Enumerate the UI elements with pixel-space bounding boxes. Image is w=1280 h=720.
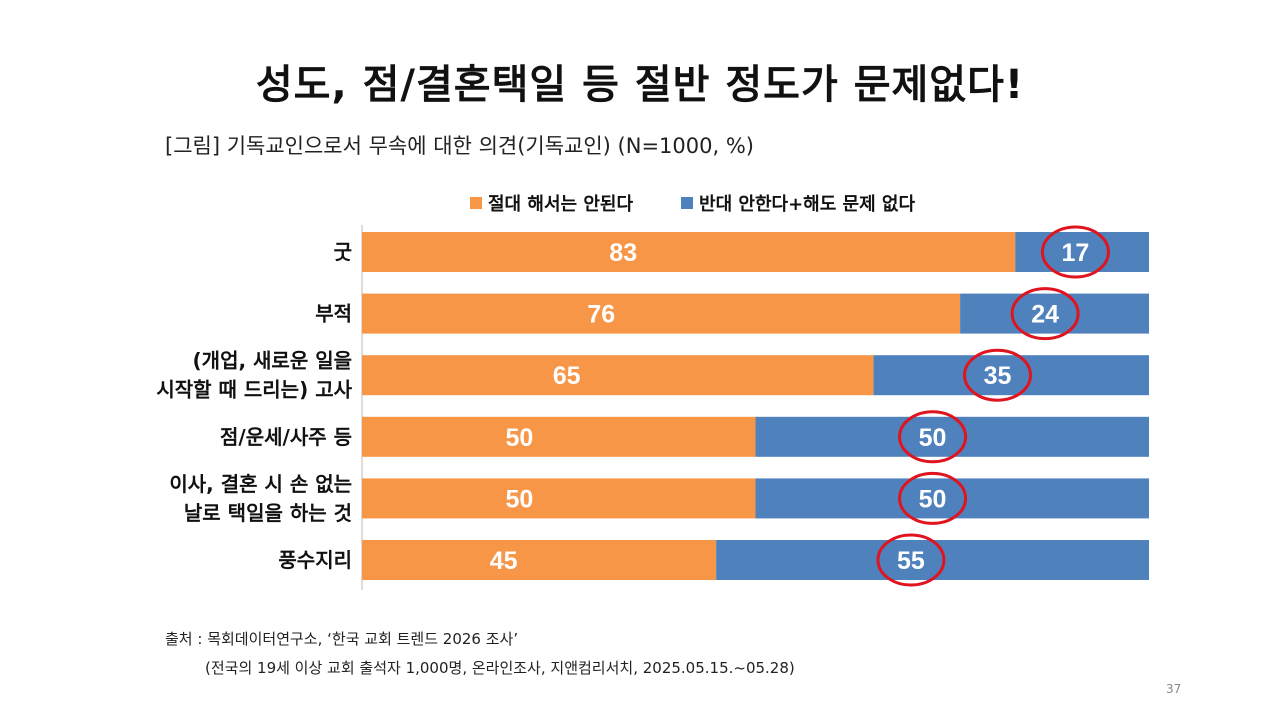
chart-legend: 절대 해서는 안된다 반대 안한다+해도 문제 없다 (470, 190, 915, 216)
category-label: (개업, 새로운 일을 (193, 349, 352, 373)
legend-swatch-blue (681, 197, 694, 209)
page-number: 37 (1166, 682, 1182, 696)
bar-segment (755, 478, 1149, 519)
bar-segment (1015, 232, 1149, 272)
data-label: 17 (1062, 239, 1090, 267)
bar-segment (362, 232, 1016, 272)
highlight-circle (1040, 225, 1110, 279)
category-label: 부적 (315, 302, 352, 326)
data-label: 83 (609, 239, 637, 267)
data-label: 35 (984, 362, 1012, 390)
data-label: 50 (919, 485, 947, 513)
category-label: 풍수지리 (278, 548, 352, 572)
bar-segment (873, 355, 1149, 396)
legend-swatch-orange (470, 197, 482, 209)
legend-item-oppose: 절대 해서는 안된다 (470, 190, 633, 216)
category-label: 이사, 결혼 시 손 없는 (169, 472, 352, 496)
category-label: 시작할 때 드리는) 고사 (156, 378, 352, 402)
highlight-circle (898, 471, 968, 525)
bar-segment (716, 540, 1149, 580)
bar-segment (362, 293, 961, 334)
data-label: 55 (897, 547, 925, 575)
chart-subtitle: [그림] 기독교인으로서 무속에 대한 의견(기독교인) (N=1000, %) (165, 134, 754, 158)
highlight-circle (1010, 287, 1080, 341)
bar-segment (362, 355, 874, 396)
data-label: 50 (919, 424, 947, 452)
bar-segment (362, 416, 756, 457)
legend-label: 반대 안한다+해도 문제 없다 (699, 194, 916, 215)
highlight-circle (898, 410, 968, 464)
bar-segment (362, 478, 756, 519)
highlight-circle (876, 533, 946, 587)
data-label: 76 (587, 301, 615, 329)
bar-segment (960, 293, 1149, 334)
data-label: 50 (505, 485, 533, 513)
legend-label: 절대 해서는 안된다 (488, 194, 634, 215)
data-label: 50 (505, 424, 533, 452)
source-line-2: (전국의 19세 이상 교회 출석자 1,000명, 온라인조사, 지앤컴리서치… (205, 659, 795, 677)
category-label: 굿 (334, 240, 352, 264)
data-label: 24 (1031, 301, 1059, 329)
bar-segment (362, 540, 717, 580)
data-label: 65 (553, 362, 581, 390)
highlight-circle (963, 348, 1033, 402)
slide-title: 성도, 점/결혼택일 등 절반 정도가 문제없다! (255, 62, 1025, 108)
legend-item-no-problem: 반대 안한다+해도 문제 없다 (681, 190, 915, 216)
data-label: 45 (490, 547, 518, 575)
category-label: 점/운세/사주 등 (220, 425, 352, 449)
category-label: 날로 택일을 하는 것 (184, 501, 352, 525)
source-line-1: 출처 : 목회데이터연구소, ‘한국 교회 트렌드 2026 조사’ (165, 630, 519, 648)
bar-segment (755, 416, 1149, 457)
